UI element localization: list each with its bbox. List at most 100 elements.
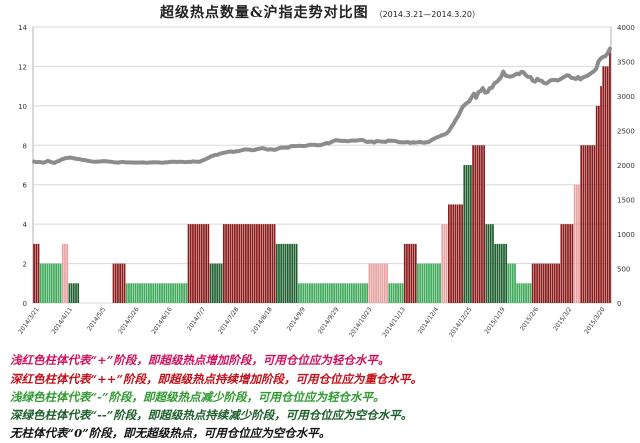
hotspot-bar xyxy=(238,224,241,303)
hotspot-bar xyxy=(551,263,554,303)
hotspot-bar xyxy=(392,283,395,303)
hotspot-bar xyxy=(604,66,607,303)
hotspot-bar xyxy=(606,66,609,303)
hotspot-bar xyxy=(441,224,444,303)
left-axis-tick-label: 12 xyxy=(18,63,27,71)
hotspot-bar xyxy=(112,263,115,303)
hotspot-bar xyxy=(377,263,380,303)
hotspot-bar xyxy=(478,145,481,303)
hotspot-bar xyxy=(273,224,276,303)
hotspot-bar xyxy=(181,283,183,303)
hotspot-bar xyxy=(547,263,549,303)
hotspot-bar xyxy=(192,224,194,303)
hotspot-bar xyxy=(165,283,168,303)
hotspot-bar xyxy=(282,243,285,303)
hotspot-bar xyxy=(167,283,170,303)
right-axis-tick-label: 3500 xyxy=(617,59,635,67)
hotspot-bar xyxy=(136,283,139,303)
x-axis-tick-label: 2014/12/25 xyxy=(448,306,474,338)
x-axis-tick-label: 2014/8/18 xyxy=(250,306,273,335)
left-axis-tick-label: 14 xyxy=(18,24,27,32)
hotspot-bar xyxy=(128,283,130,303)
hotspot-bar xyxy=(600,86,602,304)
hotspot-bar xyxy=(284,243,287,303)
hotspot-bar xyxy=(295,243,298,303)
left-axis-tick-label: 6 xyxy=(23,182,28,190)
hotspot-bar xyxy=(55,263,58,303)
x-axis-tick-label: 2014/7/7 xyxy=(186,306,207,332)
chart-title-block: 超级热点数量&沪指走势对比图 （2014.3.21—2014.3.20） xyxy=(0,2,640,22)
hotspot-bar xyxy=(527,283,530,303)
hotspot-bar xyxy=(247,224,249,303)
hotspot-bar xyxy=(218,263,221,303)
hotspot-bar xyxy=(328,283,331,303)
hotspot-bar xyxy=(172,283,174,303)
hotspot-bar xyxy=(249,224,252,303)
legend-dark-red-plusplus: 深红色柱体代表“++”阶段，即超级热点持续增加阶段，可用仓位应为重仓水平。 xyxy=(10,372,422,386)
hotspot-bar xyxy=(562,224,565,303)
hotspot-bar xyxy=(417,263,419,303)
hotspot-bar xyxy=(189,224,192,303)
x-axis-tick-label: 2015/3/20 xyxy=(583,306,606,335)
hotspot-bar xyxy=(278,243,280,303)
hotspot-bar xyxy=(183,283,185,303)
hotspot-bar xyxy=(545,263,547,303)
hotspot-bar xyxy=(203,224,205,303)
hotspot-bar xyxy=(421,263,424,303)
x-axis-tick-label: 2015/1/19 xyxy=(483,306,506,335)
hotspot-bar xyxy=(194,224,197,303)
legend-light-green-minus: 浅绿色柱体代表“-”阶段，即超级热点减少阶段，可用仓位应为轻仓水平。 xyxy=(10,390,385,404)
hotspot-bar xyxy=(326,283,329,303)
hotspot-bar xyxy=(401,283,404,303)
hotspot-bar xyxy=(227,224,230,303)
hotspot-bar xyxy=(304,283,307,303)
right-axis-tick-label: 2000 xyxy=(617,162,635,170)
hotspot-bar xyxy=(139,283,141,303)
hotspot-bar xyxy=(591,145,594,303)
hotspot-bar xyxy=(258,224,260,303)
hotspot-bar xyxy=(412,243,415,303)
hotspot-bar xyxy=(558,263,561,303)
hotspot-bar xyxy=(432,263,435,303)
hotspot-bar xyxy=(44,263,46,303)
hotspot-bar xyxy=(518,283,521,303)
hotspot-bar xyxy=(161,283,163,303)
hotspot-bar xyxy=(395,283,397,303)
hotspot-bar xyxy=(500,243,503,303)
hotspot-bar xyxy=(46,263,49,303)
hotspot-bar xyxy=(121,263,124,303)
hotspot-bar xyxy=(509,263,512,303)
plot-area: 0 2 4 6 8 10 12 14 0 500 1000 1500 2000 2500 3000 3500 4… xyxy=(17,24,635,338)
hotspot-bar xyxy=(582,145,585,303)
legend-light-red-plus: 浅红色柱体代表“+”阶段，即超级热点增加阶段，可用仓位应为轻仓水平。 xyxy=(10,353,390,367)
hotspot-bar xyxy=(240,224,243,303)
left-axis-tick-label: 4 xyxy=(23,221,28,229)
hotspot-bar xyxy=(571,224,574,303)
hotspot-bar xyxy=(339,283,342,303)
hotspot-bar xyxy=(147,283,150,303)
hotspot-bar xyxy=(275,243,278,303)
hotspot-bar xyxy=(425,263,428,303)
hotspot-bar xyxy=(465,165,468,303)
hotspot-bar xyxy=(324,283,327,303)
x-axis-tick-label: 2014/7/28 xyxy=(217,306,240,335)
hotspot-bar xyxy=(494,243,497,303)
hotspot-bar xyxy=(262,224,265,303)
hotspot-bar xyxy=(317,283,320,303)
hotspot-bar xyxy=(598,105,600,303)
hotspot-bar xyxy=(553,263,556,303)
hotspot-bar xyxy=(487,224,490,303)
hotspot-bar xyxy=(33,243,35,303)
hotspot-bar xyxy=(229,224,232,303)
hotspot-bar xyxy=(386,263,388,303)
hotspot-bar xyxy=(59,263,62,303)
hotspot-bar xyxy=(233,224,236,303)
hotspot-bar xyxy=(286,243,289,303)
hotspot-bar xyxy=(428,263,430,303)
left-axis-tick-label: 10 xyxy=(18,103,27,111)
hotspot-bar xyxy=(346,283,349,303)
hotspot-bar xyxy=(522,283,525,303)
hotspot-bar xyxy=(337,283,340,303)
hotspot-bar xyxy=(256,224,258,303)
hotspot-bar xyxy=(154,283,157,303)
